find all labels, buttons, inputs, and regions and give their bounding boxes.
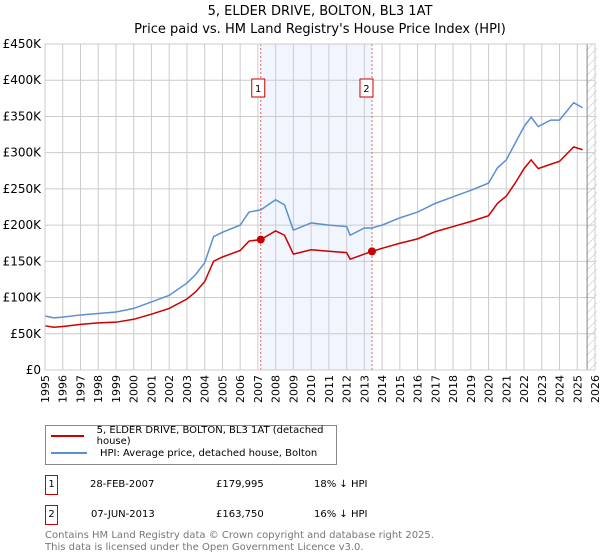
x-tick-label: 2012 bbox=[341, 375, 354, 403]
legend: 5, ELDER DRIVE, BOLTON, BL3 1AT (detache… bbox=[45, 425, 337, 465]
x-tick-label: 2005 bbox=[216, 375, 229, 403]
sale-point bbox=[367, 247, 376, 256]
chart-title: 5, ELDER DRIVE, BOLTON, BL3 1AT bbox=[208, 4, 433, 19]
x-tick-label: 2002 bbox=[163, 375, 176, 403]
y-tick-label: £250K bbox=[3, 182, 43, 196]
transaction-hpi: 18% ↓ HPI bbox=[314, 479, 368, 490]
y-tick-label: £150K bbox=[3, 254, 43, 268]
x-tick-label: 2009 bbox=[287, 375, 300, 403]
footer-copyright: Contains HM Land Registry data © Crown c… bbox=[45, 530, 434, 541]
legend-item-property: 5, ELDER DRIVE, BOLTON, BL3 1AT (detache… bbox=[51, 425, 336, 447]
x-tick-label: 1996 bbox=[57, 375, 70, 403]
transaction-number: 1 bbox=[45, 475, 58, 495]
sale-label-box bbox=[251, 78, 266, 98]
x-tick-label: 2010 bbox=[305, 375, 318, 403]
transaction-row: 1 28-FEB-2007 £179,995 18% ↓ HPI bbox=[45, 475, 445, 495]
legend-item-hpi: HPI: Average price, detached house, Bolt… bbox=[51, 446, 317, 460]
legend-swatch-blue bbox=[51, 452, 87, 454]
series-line bbox=[44, 101, 583, 319]
x-tick-label: 2018 bbox=[447, 375, 460, 403]
x-tick-label: 2007 bbox=[252, 375, 265, 403]
x-tick-label: 2022 bbox=[518, 375, 531, 403]
legend-label: HPI: Average price, detached house, Bolt… bbox=[100, 447, 318, 459]
x-tick-label: 2015 bbox=[394, 375, 407, 403]
transaction-date: 28-FEB-2007 bbox=[90, 479, 155, 490]
y-tick-label: £50K bbox=[10, 327, 42, 341]
shaded-period bbox=[260, 44, 372, 370]
transaction-number: 2 bbox=[45, 505, 58, 525]
sale-label: 2 bbox=[363, 84, 369, 95]
x-tick-label: 2021 bbox=[500, 375, 513, 403]
x-tick-label: 2014 bbox=[376, 375, 389, 403]
price-chart: 5, ELDER DRIVE, BOLTON, BL3 1AT Price pa… bbox=[3, 4, 600, 403]
x-tick-label: 2000 bbox=[128, 375, 141, 403]
transaction-price: £163,750 bbox=[216, 509, 264, 520]
series-line bbox=[44, 146, 583, 329]
x-tick-label: 2026 bbox=[589, 375, 600, 403]
y-tick-label: £100K bbox=[3, 291, 43, 305]
transaction-hpi: 16% ↓ HPI bbox=[314, 509, 368, 520]
y-tick-label: £0 bbox=[26, 363, 41, 377]
x-tick-label: 2008 bbox=[270, 375, 283, 403]
x-tick-label: 1995 bbox=[39, 375, 52, 403]
y-tick-label: £300K bbox=[3, 146, 43, 160]
x-tick-label: 2016 bbox=[412, 375, 425, 403]
y-tick-label: £400K bbox=[3, 73, 43, 87]
transaction-date: 07-JUN-2013 bbox=[91, 509, 155, 520]
x-tick-label: 1998 bbox=[92, 375, 105, 403]
x-tick-label: 2020 bbox=[483, 375, 496, 403]
sale-point bbox=[256, 235, 265, 244]
y-tick-label: £200K bbox=[3, 218, 43, 232]
sale-label-box bbox=[359, 78, 374, 98]
transaction-row: 2 07-JUN-2013 £163,750 16% ↓ HPI bbox=[45, 505, 445, 525]
x-tick-label: 2003 bbox=[181, 375, 194, 403]
x-tick-label: 2006 bbox=[234, 375, 247, 403]
x-tick-label: 1997 bbox=[74, 375, 87, 403]
chart-subtitle: Price paid vs. HM Land Registry's House … bbox=[134, 22, 506, 37]
transaction-price: £179,995 bbox=[216, 479, 264, 490]
x-tick-label: 2024 bbox=[554, 375, 567, 403]
y-tick-label: £450K bbox=[3, 37, 43, 51]
x-tick-label: 2025 bbox=[571, 375, 584, 403]
plot-border bbox=[44, 43, 596, 371]
y-tick-label: £350K bbox=[3, 109, 43, 123]
x-tick-label: 2019 bbox=[465, 375, 478, 403]
x-tick-label: 2023 bbox=[536, 375, 549, 403]
legend-label: 5, ELDER DRIVE, BOLTON, BL3 1AT (detache… bbox=[96, 425, 324, 447]
x-tick-label: 1999 bbox=[110, 375, 123, 403]
footer: Contains HM Land Registry data © Crown c… bbox=[45, 530, 434, 554]
x-tick-label: 2013 bbox=[358, 375, 371, 403]
sale-label: 1 bbox=[255, 84, 261, 95]
legend-swatch-red bbox=[51, 435, 84, 437]
x-tick-label: 2011 bbox=[323, 375, 336, 403]
footer-licence: This data is licensed under the Open Gov… bbox=[45, 542, 364, 553]
x-tick-label: 2004 bbox=[199, 375, 212, 403]
x-tick-label: 2001 bbox=[145, 375, 158, 403]
x-tick-label: 2017 bbox=[429, 375, 442, 403]
forecast-hatch bbox=[586, 44, 597, 370]
